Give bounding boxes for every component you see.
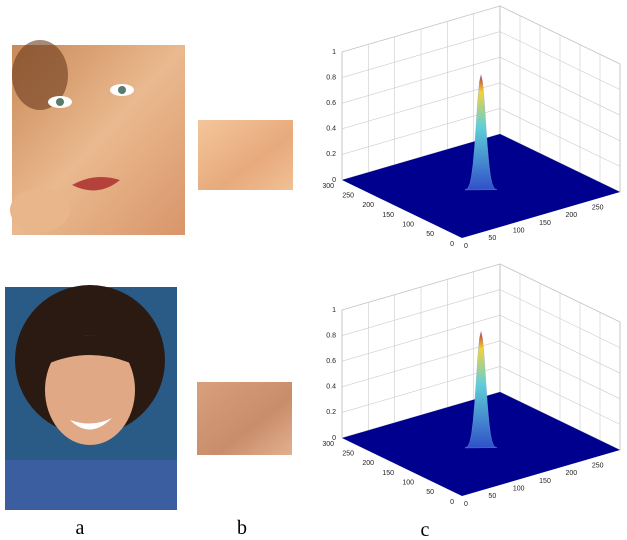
y-tick-label: 0: [464, 243, 468, 250]
y-tick-label: 0: [464, 501, 468, 508]
z-tick-label: 0.2: [326, 409, 336, 416]
x-tick-label: 50: [426, 489, 434, 496]
x-tick-label: 0: [450, 241, 454, 248]
z-tick-label: 0.4: [326, 384, 336, 391]
x-tick-label: 150: [382, 470, 394, 477]
x-tick-label: 100: [402, 222, 414, 229]
x-tick-label: 200: [362, 460, 374, 467]
z-tick-label: 0.8: [326, 74, 336, 81]
z-tick-label: 0.2: [326, 151, 336, 158]
x-tick-label: 50: [426, 231, 434, 238]
z-tick-label: 0: [332, 435, 336, 442]
y-tick-label: 250: [592, 463, 604, 470]
y-tick-label: 250: [592, 205, 604, 212]
z-tick-label: 0: [332, 177, 336, 184]
x-tick-label: 0: [450, 499, 454, 506]
x-tick-label: 250: [342, 193, 354, 200]
photo-2: [5, 285, 177, 510]
label: a: [76, 517, 85, 539]
y-tick-label: 100: [513, 486, 525, 493]
y-tick-label: 150: [539, 478, 551, 485]
z-tick-label: 0.8: [326, 332, 336, 339]
x-tick-label: 200: [362, 202, 374, 209]
x-tick-label: 300: [322, 183, 334, 190]
y-tick-label: 200: [565, 470, 577, 477]
y-tick-label: 50: [488, 493, 496, 500]
photo-1: [10, 40, 185, 235]
y-tick-label: 200: [565, 212, 577, 219]
crop-1: [198, 120, 293, 190]
y-tick-label: 100: [513, 228, 525, 235]
x-tick-label: 100: [402, 480, 414, 487]
z-tick-label: 1: [332, 49, 336, 56]
label: c: [421, 519, 430, 540]
x-tick-label: 300: [322, 441, 334, 448]
z-tick-label: 0.4: [326, 126, 336, 133]
peak: [464, 331, 498, 449]
peak: [464, 74, 498, 191]
z-tick-label: 0.6: [326, 100, 336, 107]
z-tick-label: 1: [332, 307, 336, 314]
y-tick-label: 150: [539, 220, 551, 227]
y-tick-label: 50: [488, 235, 496, 242]
crop-2: [197, 382, 292, 455]
x-tick-label: 250: [342, 451, 354, 458]
x-tick-label: 150: [382, 212, 394, 219]
z-tick-label: 0.6: [326, 358, 336, 365]
label: b: [237, 517, 247, 539]
